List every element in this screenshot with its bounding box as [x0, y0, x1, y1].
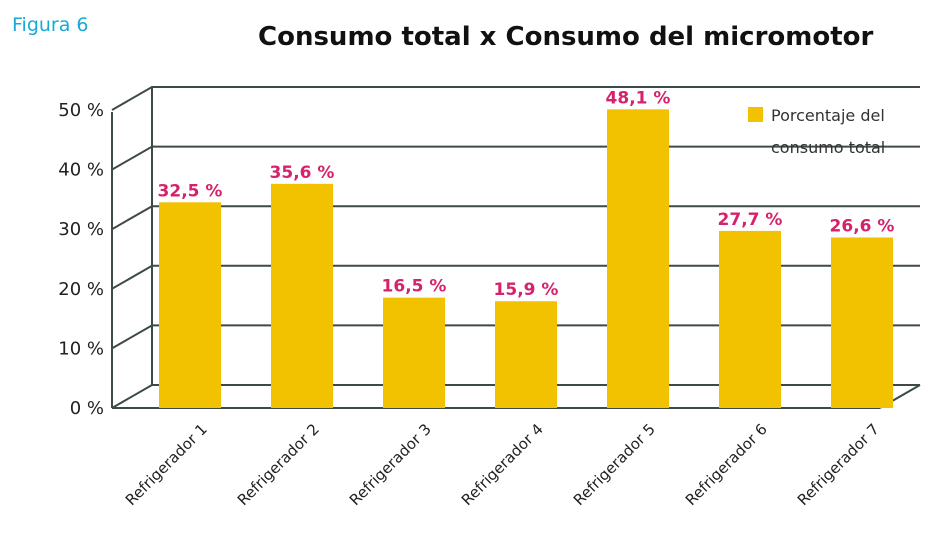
data-label: 15,9 % [494, 280, 559, 300]
gridline [111, 86, 920, 111]
data-label: 48,1 % [606, 88, 671, 108]
y-tick-label: 50 % [58, 100, 104, 121]
x-tick-label: Refrigerador 2 [234, 420, 323, 509]
x-tick-label: Refrigerador 1 [122, 420, 211, 509]
legend-swatch [748, 107, 763, 122]
bar [495, 301, 557, 408]
x-tick-label: Refrigerador 4 [458, 420, 547, 509]
x-tick-label: Refrigerador 6 [682, 420, 771, 509]
y-tick-label: 20 % [58, 279, 104, 300]
bar [719, 230, 781, 408]
data-label: 16,5 % [382, 277, 447, 297]
legend-label-line-1: Porcentaje del [771, 106, 885, 125]
data-label: 35,6 % [270, 163, 335, 183]
y-tick-label: 10 % [58, 338, 104, 359]
x-tick-label: Refrigerador 5 [570, 420, 659, 509]
bar [271, 183, 333, 408]
bar [159, 202, 221, 408]
gridline [111, 205, 920, 231]
bar [383, 297, 445, 408]
x-tick-label: Refrigerador 3 [346, 420, 435, 509]
figure-label: Figura 6 [12, 14, 89, 36]
bar [831, 237, 893, 408]
data-label: 26,6 % [830, 216, 895, 236]
y-tick-label: 0 % [70, 398, 104, 419]
x-tick-label: Refrigerador 7 [794, 420, 883, 509]
y-tick-label: 30 % [58, 219, 104, 240]
legend-label-line-2: consumo total [771, 138, 885, 157]
data-label: 27,7 % [718, 210, 783, 230]
bar [607, 109, 669, 408]
y-tick-label: 40 % [58, 160, 104, 181]
data-label: 32,5 % [158, 181, 223, 201]
chart-title: Consumo total x Consumo del micromotor [258, 22, 874, 52]
